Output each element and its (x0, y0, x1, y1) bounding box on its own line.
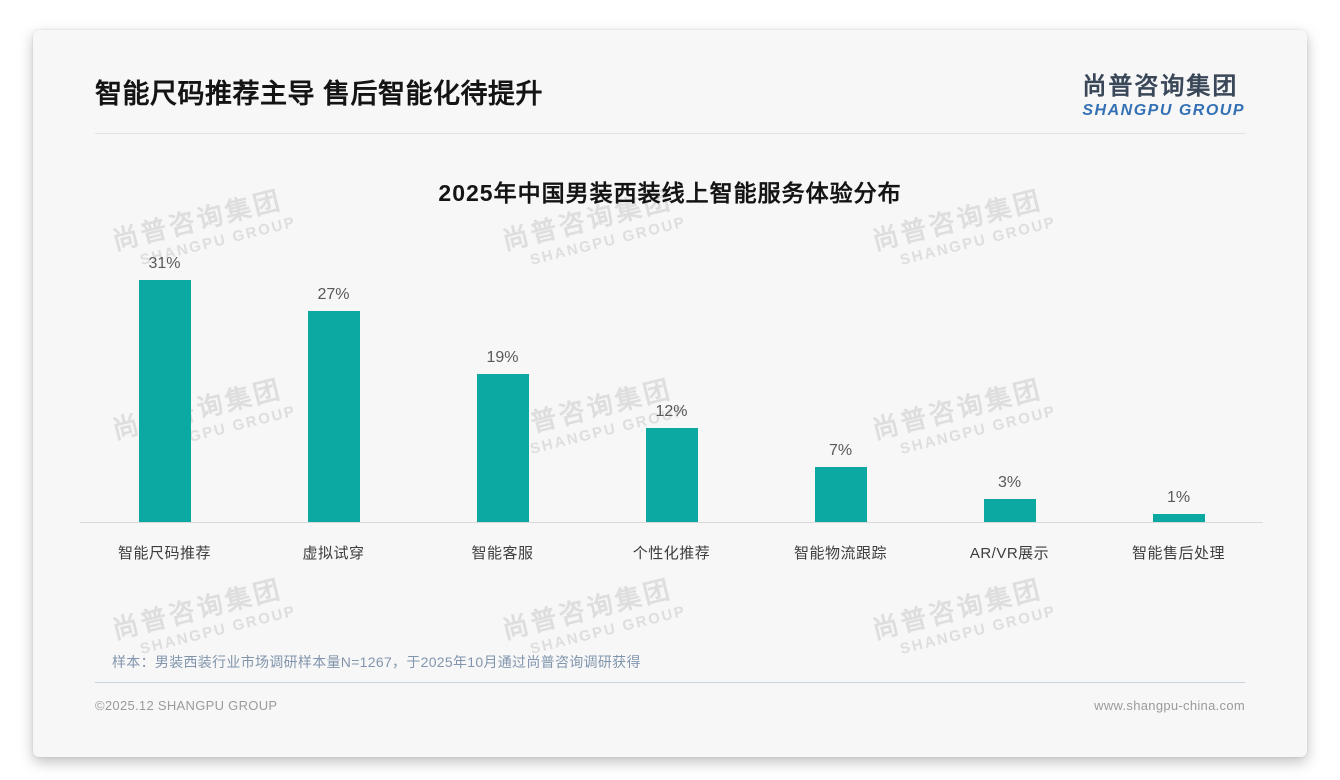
bar-value-label: 3% (997, 473, 1022, 491)
bar (1152, 514, 1205, 522)
copyright-text: ©2025.12 SHANGPU GROUP (95, 698, 278, 713)
bar-value-label: 19% (486, 348, 519, 366)
bar-value-label: 31% (148, 255, 181, 273)
category-label: 智能客服 (471, 545, 534, 562)
company-logo: 尚普咨询集团 SHANGPU GROUP (1082, 64, 1245, 120)
footer: ©2025.12 SHANGPU GROUP www.shangpu-china… (95, 698, 1245, 713)
bar (307, 311, 360, 522)
bar (476, 373, 529, 522)
sample-note: 样本：男装西装行业市场调研样本量N=1267，于2025年10月通过尚普咨询调研… (112, 654, 641, 670)
category-label: 智能物流跟踪 (793, 545, 887, 562)
logo-english-name: SHANGPU GROUP (1082, 102, 1245, 119)
bar (138, 280, 191, 522)
bar-plot: 31% 27% 19% 12% 7% 3% 1% (80, 242, 1263, 523)
bar-column: 27% (249, 242, 418, 522)
bar-value-label: 1% (1166, 489, 1191, 507)
page-title: 智能尺码推荐主导 售后智能化待提升 (95, 79, 544, 109)
bar-column: 31% (80, 242, 249, 522)
bar (814, 467, 867, 522)
header: 智能尺码推荐主导 售后智能化待提升 尚普咨询集团 SHANGPU GROUP (33, 30, 1307, 120)
category-label: 虚拟试穿 (302, 545, 365, 562)
bar-column: 12% (587, 242, 756, 522)
logo-chinese-name: 尚普咨询集团 (1082, 73, 1239, 100)
bar (645, 428, 698, 522)
bar-column: 3% (925, 242, 1094, 522)
chart-title: 2025年中国男装西装线上智能服务体验分布 (438, 180, 902, 206)
category-label: 智能售后处理 (1131, 545, 1225, 562)
header-divider (95, 133, 1245, 134)
bar-column: 1% (1094, 242, 1263, 522)
bar-value-label: 12% (655, 403, 688, 421)
bar-column: 7% (756, 242, 925, 522)
bar-column: 19% (418, 242, 587, 522)
bar-value-label: 27% (317, 286, 350, 304)
category-label: AR/VR展示 (969, 545, 1050, 562)
category-label: 个性化推荐 (632, 545, 711, 562)
category-labels: 智能尺码推荐 虚拟试穿 智能客服 个性化推荐 智能物流跟踪 AR/VR展示 智能售后处理 (80, 523, 1263, 563)
category-label: 智能尺码推荐 (117, 545, 211, 562)
footer-divider (95, 682, 1245, 683)
website-url: www.shangpu-china.com (1094, 698, 1245, 713)
slide-card: 尚普咨询集团 SHANGPU GROUP 尚普咨询集团 SHANGPU GROUP 尚普… (33, 30, 1307, 757)
bar (983, 498, 1036, 522)
bar-value-label: 7% (828, 442, 853, 460)
